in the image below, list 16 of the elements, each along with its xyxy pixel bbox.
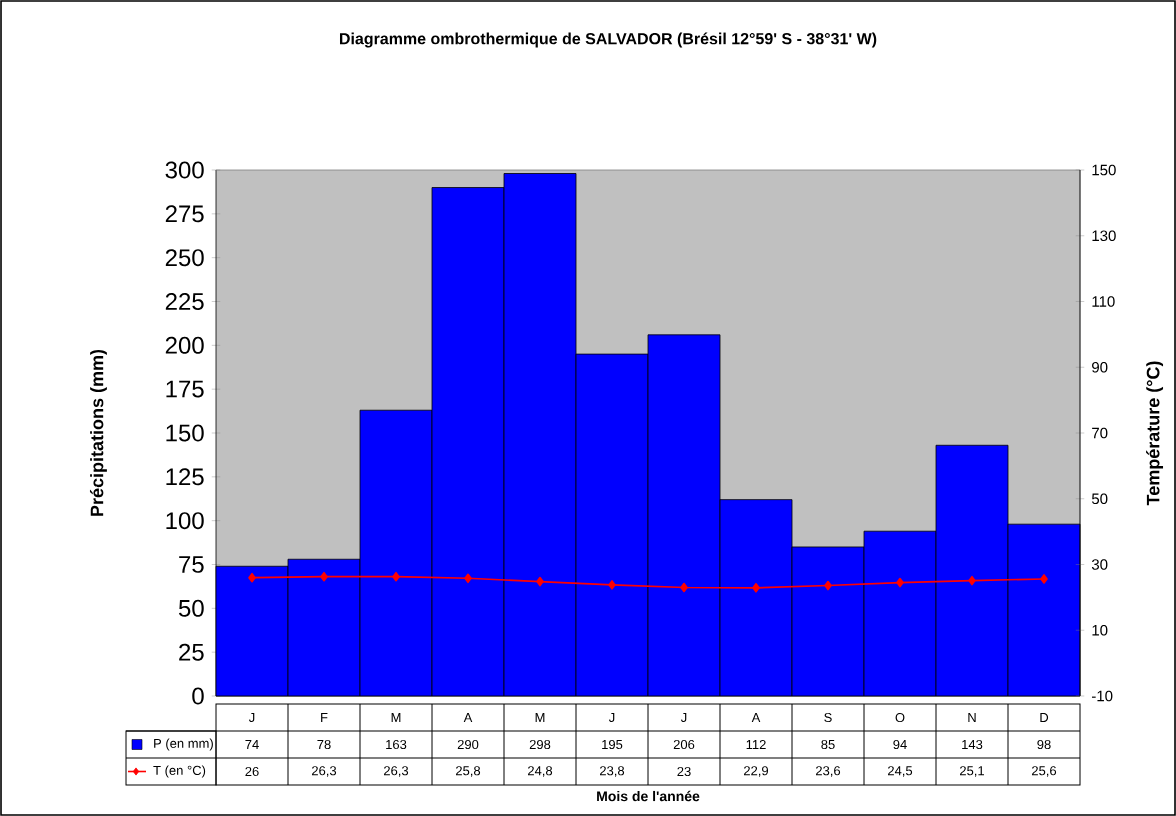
- y-tick-label: 0: [192, 687, 204, 705]
- y-tick-label: 25: [179, 643, 204, 661]
- y-tick-label: 250: [165, 249, 204, 267]
- y-tick-label: 225: [165, 293, 204, 310]
- y-tick-label: 200: [165, 336, 204, 354]
- y-tick-label: 175: [166, 380, 204, 398]
- y-axis-title: Précipitations (mm): [89, 349, 107, 516]
- y-tick-label: 100: [166, 512, 204, 530]
- chart-title: Diagramme ombrothermique de SALVADOR (Brésil 12°59' S - 38°31' W): [339, 32, 877, 48]
- y-tick-label: 125: [166, 468, 204, 486]
- y-tick-label: 75: [179, 556, 204, 573]
- y2-axis-title: Température (°C): [1146, 361, 1164, 506]
- y-tick-label: 275: [165, 205, 204, 223]
- y-tick-label: 150: [166, 424, 204, 442]
- y-tick-label: 50: [178, 599, 204, 617]
- y-tick-label: 300: [165, 161, 204, 179]
